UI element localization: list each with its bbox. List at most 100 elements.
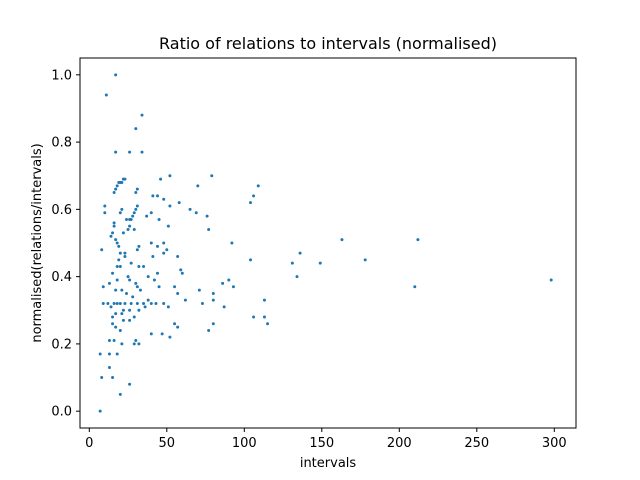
data-point: [156, 194, 159, 198]
data-point: [114, 312, 118, 316]
data-point: [166, 305, 170, 309]
data-point: [140, 113, 144, 117]
data-point: [111, 376, 115, 380]
data-point: [121, 318, 125, 322]
data-point: [168, 204, 172, 208]
data-point: [112, 302, 116, 306]
data-point: [135, 285, 139, 289]
data-point: [129, 261, 133, 265]
data-point: [135, 187, 139, 191]
plot-frame: [79, 57, 577, 429]
data-points: [98, 73, 553, 413]
data-point: [120, 342, 124, 346]
data-point: [152, 278, 156, 282]
data-point: [115, 302, 119, 306]
data-point: [149, 241, 153, 245]
data-point: [114, 187, 118, 191]
data-point: [142, 265, 146, 269]
data-point: [134, 191, 138, 195]
data-point: [196, 184, 200, 188]
data-point: [100, 376, 104, 380]
data-point: [117, 258, 121, 262]
data-point: [211, 291, 215, 295]
data-point: [125, 217, 128, 221]
data-point: [416, 238, 420, 242]
data-point: [262, 298, 266, 302]
x-tick-label: 100: [232, 436, 257, 451]
data-point: [126, 275, 130, 279]
x-tick-label: 200: [387, 436, 412, 451]
data-point: [114, 325, 118, 329]
data-point: [149, 302, 153, 306]
x-axis: 0 50 100 150 200 250 300: [85, 428, 567, 451]
data-point: [168, 174, 172, 178]
data-point: [134, 339, 138, 343]
data-point: [131, 295, 135, 299]
data-point: [156, 271, 159, 275]
data-point: [112, 221, 116, 225]
data-point: [121, 308, 125, 312]
data-point: [145, 214, 149, 218]
data-point: [117, 244, 121, 248]
data-point: [98, 409, 102, 413]
y-tick-label: 0.0: [51, 405, 72, 420]
data-point: [183, 298, 187, 302]
data-point: [103, 204, 107, 208]
data-point: [249, 201, 252, 205]
data-point: [168, 335, 172, 339]
data-point: [134, 127, 138, 131]
x-tick-label: 50: [159, 436, 176, 451]
y-axis: 0.0 0.2 0.4 0.6 0.8 1.0: [51, 68, 80, 420]
data-point: [290, 261, 294, 265]
data-point: [103, 211, 107, 215]
data-point: [111, 315, 115, 319]
data-point: [107, 339, 111, 343]
data-point: [151, 194, 155, 198]
data-point: [123, 302, 127, 306]
data-point: [115, 278, 119, 282]
data-point: [252, 315, 256, 319]
data-point: [118, 265, 122, 269]
data-point: [340, 238, 344, 242]
data-point: [132, 315, 136, 319]
data-point: [114, 73, 118, 77]
data-point: [142, 302, 146, 306]
data-point: [162, 241, 166, 245]
y-tick-label: 0.4: [51, 270, 72, 285]
data-point: [115, 184, 119, 188]
data-point: [128, 278, 132, 282]
data-point: [114, 150, 118, 154]
data-point: [262, 315, 266, 319]
data-point: [107, 352, 111, 356]
data-point: [118, 251, 122, 255]
data-point: [137, 265, 141, 269]
data-point: [162, 302, 166, 306]
y-tick-label: 0.8: [51, 136, 72, 151]
data-point: [118, 211, 122, 215]
data-point: [126, 228, 130, 232]
data-point: [107, 365, 111, 369]
data-point: [176, 254, 180, 258]
data-point: [115, 265, 119, 269]
data-point: [120, 207, 124, 211]
data-point: [101, 285, 105, 289]
data-point: [295, 275, 299, 279]
data-point: [162, 251, 166, 255]
data-point: [128, 224, 132, 228]
data-point: [205, 214, 209, 218]
data-point: [180, 271, 184, 275]
data-point: [231, 285, 235, 289]
data-point: [179, 268, 183, 272]
data-point: [121, 177, 125, 181]
data-point: [159, 177, 163, 181]
data-point: [114, 288, 118, 292]
data-point: [129, 302, 133, 306]
x-axis-title: intervals: [300, 456, 357, 471]
data-point: [149, 211, 153, 215]
data-point: [134, 281, 138, 285]
data-point: [135, 248, 139, 252]
data-point: [207, 328, 211, 332]
data-point: [123, 251, 127, 255]
data-point: [111, 322, 115, 326]
